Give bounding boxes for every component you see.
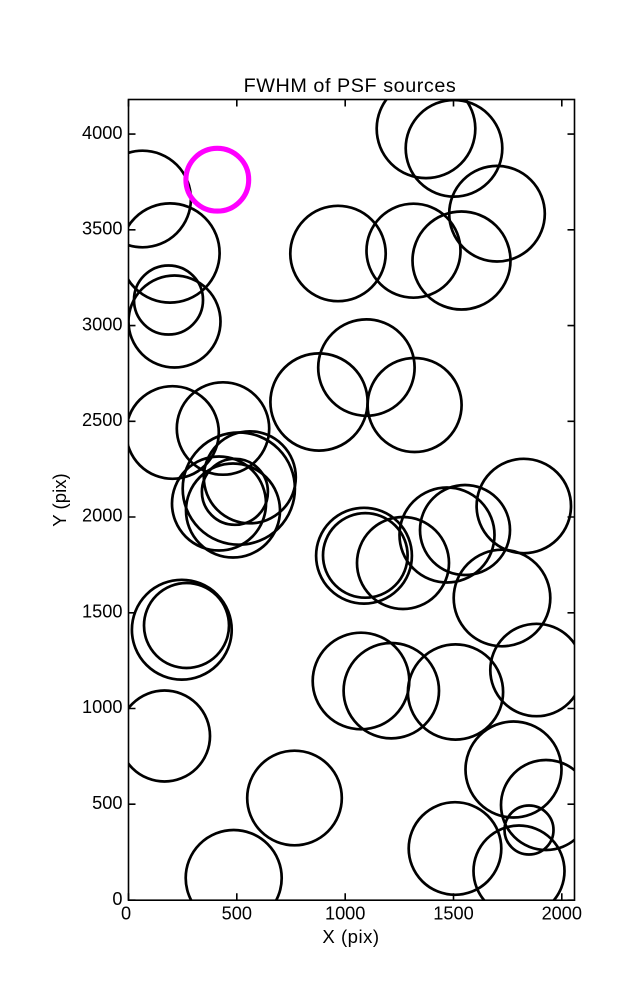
svg-text:Y (pix): Y (pix) xyxy=(49,473,70,526)
svg-text:2000: 2000 xyxy=(82,506,122,526)
svg-text:500: 500 xyxy=(222,904,252,924)
svg-text:0: 0 xyxy=(112,889,122,909)
svg-text:2000: 2000 xyxy=(542,904,582,924)
svg-text:2500: 2500 xyxy=(82,410,122,430)
svg-text:1500: 1500 xyxy=(82,602,122,622)
svg-text:FWHM of PSF sources: FWHM of PSF sources xyxy=(244,75,457,97)
svg-text:1000: 1000 xyxy=(325,904,365,924)
svg-text:4000: 4000 xyxy=(82,123,122,143)
svg-text:1500: 1500 xyxy=(433,904,473,924)
svg-text:3000: 3000 xyxy=(82,314,122,334)
svg-text:500: 500 xyxy=(92,793,122,813)
svg-text:3500: 3500 xyxy=(82,219,122,239)
svg-text:0: 0 xyxy=(121,904,131,924)
svg-text:X (pix): X (pix) xyxy=(322,926,379,947)
svg-text:1000: 1000 xyxy=(82,697,122,717)
